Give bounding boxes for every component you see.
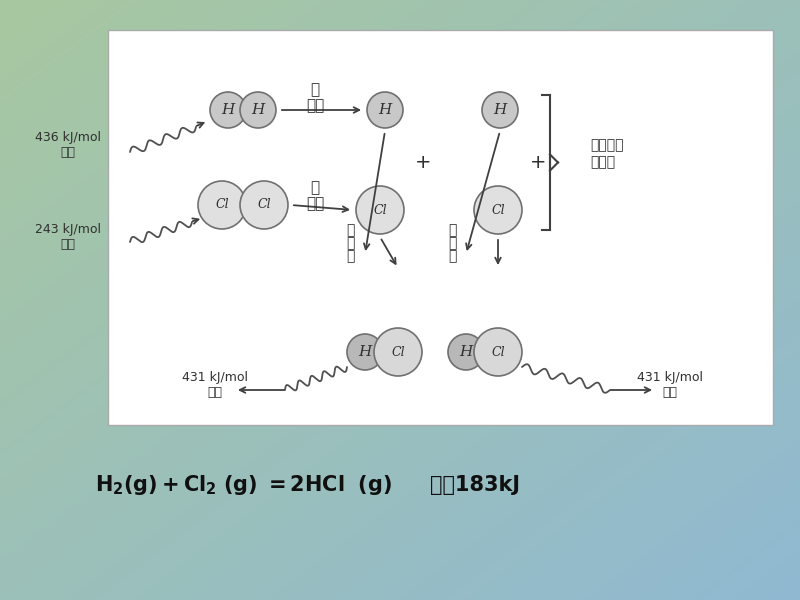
Text: +: + bbox=[530, 154, 546, 173]
Text: Cl: Cl bbox=[391, 346, 405, 358]
Text: H: H bbox=[494, 103, 506, 117]
Circle shape bbox=[482, 92, 518, 128]
Text: 间物质: 间物质 bbox=[590, 155, 615, 169]
Circle shape bbox=[474, 186, 522, 234]
Circle shape bbox=[198, 181, 246, 229]
Text: H: H bbox=[459, 345, 473, 359]
Circle shape bbox=[240, 181, 288, 229]
Circle shape bbox=[210, 92, 246, 128]
Text: Cl: Cl bbox=[215, 199, 229, 211]
Text: 能量: 能量 bbox=[61, 145, 75, 158]
Text: 断裂: 断裂 bbox=[306, 196, 324, 211]
Text: 键: 键 bbox=[310, 82, 319, 97]
Text: 能量: 能量 bbox=[61, 238, 75, 251]
Text: H: H bbox=[378, 103, 392, 117]
Text: 431 kJ/mol: 431 kJ/mol bbox=[182, 371, 248, 385]
Circle shape bbox=[347, 334, 383, 370]
Text: H: H bbox=[251, 103, 265, 117]
Circle shape bbox=[448, 334, 484, 370]
Text: 键: 键 bbox=[310, 181, 319, 196]
Circle shape bbox=[356, 186, 404, 234]
Text: 能量: 能量 bbox=[207, 385, 222, 398]
Text: 假想的中: 假想的中 bbox=[590, 138, 623, 152]
Bar bbox=[108, 30, 773, 425]
Text: 键: 键 bbox=[448, 223, 456, 237]
Circle shape bbox=[474, 328, 522, 376]
Circle shape bbox=[367, 92, 403, 128]
Text: 成: 成 bbox=[448, 249, 456, 263]
Text: 断裂: 断裂 bbox=[306, 98, 324, 113]
Text: 键: 键 bbox=[346, 223, 354, 237]
Text: 放热183kJ: 放热183kJ bbox=[430, 475, 520, 495]
Text: 243 kJ/mol: 243 kJ/mol bbox=[35, 223, 101, 236]
Text: $\mathbf{H_2(g)+Cl_2\ (g)\ =2HCl\ \ (g)}$: $\mathbf{H_2(g)+Cl_2\ (g)\ =2HCl\ \ (g)}… bbox=[95, 473, 392, 497]
Circle shape bbox=[374, 328, 422, 376]
Text: Cl: Cl bbox=[491, 346, 505, 358]
Circle shape bbox=[240, 92, 276, 128]
Text: 436 kJ/mol: 436 kJ/mol bbox=[35, 131, 101, 145]
Text: 能量: 能量 bbox=[662, 385, 678, 398]
Text: 成: 成 bbox=[346, 249, 354, 263]
Text: 431 kJ/mol: 431 kJ/mol bbox=[637, 371, 703, 385]
Text: H: H bbox=[358, 345, 372, 359]
Text: Cl: Cl bbox=[257, 199, 271, 211]
Text: Cl: Cl bbox=[491, 203, 505, 217]
Text: +: + bbox=[414, 154, 431, 173]
Text: 形: 形 bbox=[448, 236, 456, 250]
Text: H: H bbox=[222, 103, 234, 117]
Text: Cl: Cl bbox=[373, 203, 387, 217]
Text: 形: 形 bbox=[346, 236, 354, 250]
